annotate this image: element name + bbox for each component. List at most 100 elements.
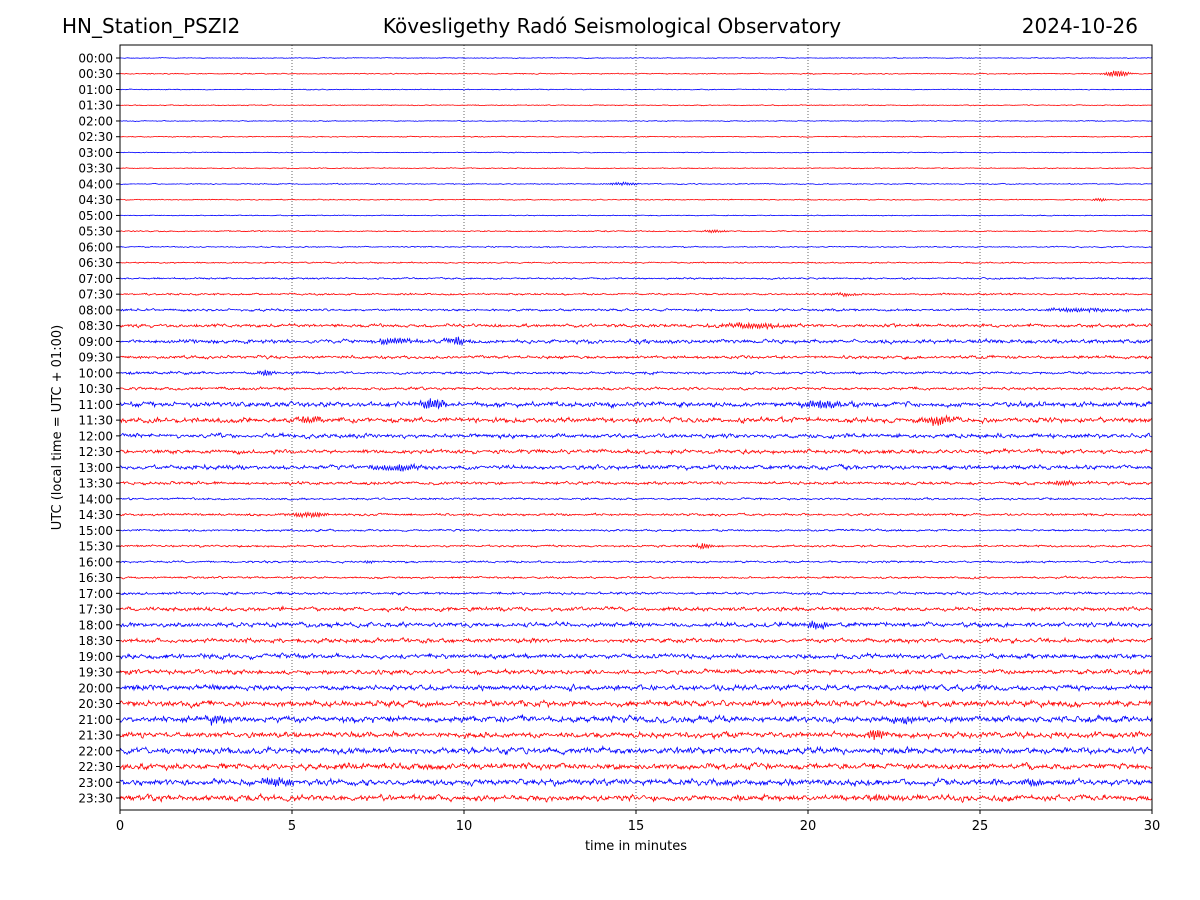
y-tick-label: 19:30: [78, 666, 113, 680]
trace-1800: [119, 620, 1153, 630]
observatory-title: Kövesligethy Radó Seismological Observat…: [382, 14, 842, 38]
trace-2130: [119, 729, 1153, 741]
trace-1900: [119, 651, 1152, 661]
y-tick-label: 04:30: [78, 193, 113, 207]
trace-1300: [119, 462, 1153, 472]
trace-1730: [119, 605, 1153, 613]
y-tick-label: 13:30: [78, 477, 113, 491]
y-tick-label: 02:00: [78, 114, 113, 128]
y-tick-label: 10:00: [78, 366, 113, 380]
trace-0300: [119, 151, 1153, 154]
y-tick-label: 05:00: [78, 209, 113, 223]
y-tick-label: 11:30: [78, 414, 113, 428]
plot-frame: [119, 44, 1153, 811]
y-tick-label: 01:30: [78, 99, 113, 113]
y-tick-label: 21:00: [78, 713, 113, 727]
trace-1430: [119, 511, 1153, 519]
trace-2100: [119, 713, 1153, 726]
x-axis-label: time in minutes: [585, 839, 687, 854]
y-tick-label: 02:30: [78, 130, 113, 144]
y-tick-label: 16:30: [78, 571, 113, 585]
trace-0330: [119, 167, 1153, 170]
x-tick-label: 30: [1144, 819, 1161, 834]
trace-0730: [119, 291, 1153, 298]
station-title: HN_Station_PSZI2: [62, 14, 241, 38]
trace-0530: [119, 228, 1153, 234]
y-tick-label: 07:30: [78, 288, 113, 302]
y-tick-label: 07:00: [78, 272, 113, 286]
x-tick-label: 10: [456, 819, 473, 834]
trace-2230: [119, 761, 1153, 772]
trace-0100: [119, 88, 1153, 91]
y-tick-label: 18:30: [78, 634, 113, 648]
trace-2300: [119, 777, 1153, 788]
trace-0230: [119, 135, 1153, 138]
y-tick-label: 23:30: [78, 792, 113, 806]
y-tick-label: 08:00: [78, 303, 113, 317]
y-tick-label: 14:30: [78, 508, 113, 522]
y-tick-label: 22:30: [78, 760, 113, 774]
trace-1630: [119, 575, 1153, 580]
y-tick-label: 12:00: [78, 429, 113, 443]
traces: [119, 57, 1153, 804]
trace-1100: [119, 398, 1153, 410]
y-tick-label: 18:00: [78, 618, 113, 632]
x-tick-label: 0: [116, 819, 124, 834]
y-tick-label: 11:00: [78, 398, 113, 412]
trace-1500: [119, 528, 1153, 533]
y-tick-label: 04:00: [78, 177, 113, 191]
trace-1000: [119, 369, 1153, 377]
x-tick-label: 5: [288, 819, 296, 834]
x-tick-label: 25: [972, 819, 989, 834]
trace-0900: [119, 336, 1153, 347]
y-tick-label: 15:30: [78, 540, 113, 554]
trace-1830: [119, 636, 1153, 645]
x-ticks: 0 5 10 15 20 25 30: [116, 810, 1160, 834]
trace-0430: [119, 197, 1153, 203]
trace-2200: [119, 745, 1153, 756]
trace-1330: [119, 479, 1153, 487]
trace-1030: [119, 386, 1153, 391]
y-tick-label: 03:30: [78, 162, 113, 176]
y-tick-label: 19:00: [78, 650, 113, 664]
y-tick-label: 17:00: [78, 587, 113, 601]
trace-1700: [119, 590, 1153, 596]
y-tick-label: 22:00: [78, 744, 113, 758]
y-tick-label: 10:30: [78, 382, 113, 396]
trace-1400: [119, 496, 1153, 501]
trace-0930: [119, 354, 1153, 361]
trace-0130: [119, 104, 1153, 107]
y-tick-label: 20:00: [78, 681, 113, 695]
trace-0400: [119, 181, 1153, 187]
y-tick-label: 05:30: [78, 225, 113, 239]
y-tick-label: 00:30: [78, 67, 113, 81]
x-tick-label: 15: [628, 819, 645, 834]
y-tick-label: 09:30: [78, 351, 113, 365]
trace-1530: [119, 542, 1153, 550]
trace-0800: [119, 306, 1153, 314]
y-tick-label: 14:00: [78, 492, 113, 506]
y-tick-label: 15:00: [78, 524, 113, 538]
trace-2330: [119, 792, 1153, 804]
trace-0000: [119, 57, 1153, 60]
y-tick-label: 06:00: [78, 240, 113, 254]
y-tick-label: 23:00: [78, 776, 113, 790]
trace-0700: [119, 276, 1153, 281]
y-tick-label: 00:00: [78, 52, 113, 66]
y-tick-label: 03:00: [78, 146, 113, 160]
trace-2000: [119, 683, 1153, 693]
y-axis-label: UTC (local time = UTC + 01:00): [50, 325, 65, 530]
y-tick-label: 01:00: [78, 83, 113, 97]
trace-0030: [119, 70, 1153, 78]
trace-1600: [119, 559, 1153, 565]
y-tick-label: 17:30: [78, 603, 113, 617]
trace-0200: [119, 120, 1153, 122]
trace-0500: [119, 214, 1153, 217]
y-tick-label: 06:30: [78, 256, 113, 270]
y-tick-label: 09:00: [78, 335, 113, 349]
y-tick-label: 16:00: [78, 555, 113, 569]
y-tick-label: 21:30: [78, 729, 113, 743]
date-title: 2024-10-26: [1021, 14, 1138, 38]
